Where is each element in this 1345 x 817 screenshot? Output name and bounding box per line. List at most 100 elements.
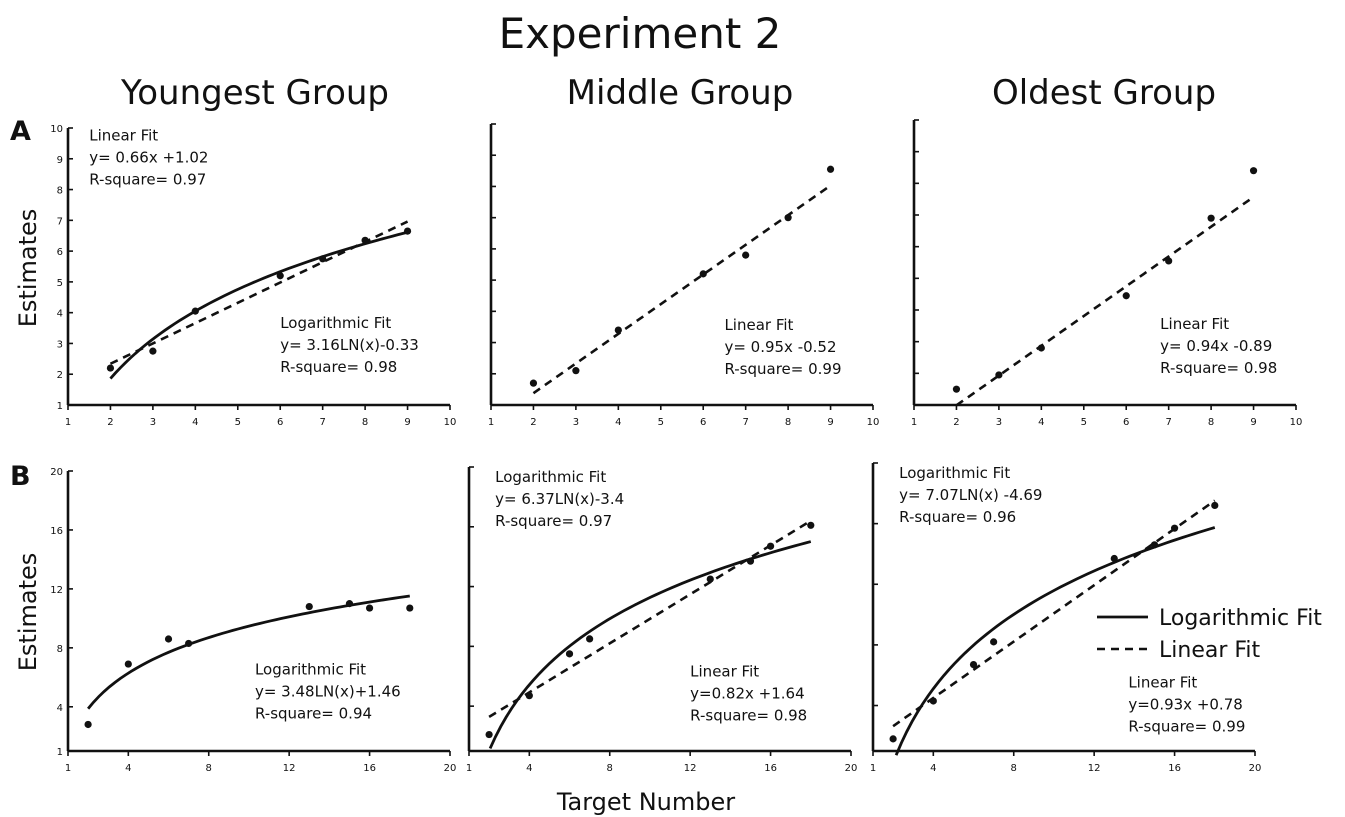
x-tick-label: 1 xyxy=(65,417,71,428)
fit-annotation-line: R-square= 0.98 xyxy=(280,358,397,376)
x-tick-label: 5 xyxy=(1081,417,1087,428)
legend-label-linear: Linear Fit xyxy=(1159,638,1261,663)
x-tick-label: 7 xyxy=(742,417,748,428)
data-point xyxy=(529,379,538,387)
fit-annotation-line: y= 0.94x -0.89 xyxy=(1160,337,1272,355)
y-tick-label: 10 xyxy=(50,124,63,135)
data-point xyxy=(807,521,815,529)
x-tick-label: 12 xyxy=(1088,763,1101,774)
x-tick-label: 1 xyxy=(488,417,494,428)
data-point xyxy=(406,604,414,612)
x-tick-label: 1 xyxy=(65,763,71,774)
x-tick-label: 6 xyxy=(1123,417,1129,428)
linear-fit-line xyxy=(955,195,1255,407)
fit-annotation-line: y= 7.07LN(x) -4.69 xyxy=(899,486,1042,504)
x-tick-label: 6 xyxy=(700,417,706,428)
x-tick-label: 16 xyxy=(363,763,376,774)
data-point xyxy=(485,730,493,739)
data-point xyxy=(1122,292,1130,300)
x-tick-label: 9 xyxy=(404,417,410,428)
fit-annotation-line: Logarithmic Fit xyxy=(280,314,391,332)
x-tick-label: 3 xyxy=(573,417,579,428)
y-tick-label: 16 xyxy=(50,526,63,537)
data-point xyxy=(784,214,792,222)
logarithmic-fit-curve xyxy=(87,594,410,710)
fit-annotation-line: y=0.93x +0.78 xyxy=(1128,695,1242,713)
data-point xyxy=(365,604,374,612)
column-title-youngest: Youngest Group xyxy=(120,73,389,113)
fit-annotation-line: y= 3.16LN(x)-0.33 xyxy=(280,336,419,354)
logarithmic-fit-curve xyxy=(894,526,1216,756)
y-tick-label: 4 xyxy=(57,703,63,714)
x-tick-label: 7 xyxy=(319,417,325,428)
panel-A-youngest: 1 2 3 4 5 6 7 8 9 10 1 2 3 4 5 6 7 8 9 10 Linear Fit y= 0.66x… xyxy=(50,124,456,428)
data-point xyxy=(276,272,284,280)
y-tick-label: 5 xyxy=(57,278,63,289)
data-point xyxy=(361,236,369,244)
data-point xyxy=(766,542,775,550)
data-point xyxy=(84,720,92,729)
data-point xyxy=(706,575,714,583)
x-tick-label: 7 xyxy=(1165,417,1171,428)
panel-B-oldest: 1 4 8 12 16 20 Logarithmic Fit y= 7.07LN(x) -4.… xyxy=(870,462,1261,774)
x-tick-label: 1 xyxy=(466,763,472,774)
x-tick-label: 8 xyxy=(1208,417,1214,428)
data-point xyxy=(995,371,1003,379)
data-point xyxy=(1037,344,1045,352)
x-tick-label: 4 xyxy=(615,417,621,428)
x-tick-label: 4 xyxy=(526,763,532,774)
data-point xyxy=(1249,167,1258,175)
x-tick-label: 8 xyxy=(1011,763,1017,774)
fit-annotation-line: Linear Fit xyxy=(1128,673,1197,691)
figure-title: Experiment 2 xyxy=(499,9,782,58)
fit-annotation-line: y= 6.37LN(x)-3.4 xyxy=(495,490,624,508)
y-tick-label: 2 xyxy=(57,370,63,381)
fit-annotation-line: R-square= 0.99 xyxy=(724,360,841,378)
x-tick-label: 10 xyxy=(444,417,457,428)
fit-annotation-line: y=0.82x +1.64 xyxy=(690,684,804,702)
x-tick-label: 20 xyxy=(444,763,457,774)
x-tick-label: 2 xyxy=(953,417,959,428)
y-tick-label: 8 xyxy=(57,644,63,655)
x-tick-label: 9 xyxy=(827,417,833,428)
y-axis-label-row-a: Estimates xyxy=(14,209,42,328)
y-tick-label: 6 xyxy=(57,247,63,258)
y-tick-label: 1 xyxy=(57,401,63,412)
x-tick-label: 12 xyxy=(684,763,697,774)
fit-annotation-line: R-square= 0.97 xyxy=(495,512,612,530)
y-tick-label: 1 xyxy=(57,747,63,758)
x-tick-label: 4 xyxy=(125,763,131,774)
fit-annotation-line: Linear Fit xyxy=(690,662,759,680)
data-point xyxy=(345,600,354,608)
fit-annotation-line: R-square= 0.96 xyxy=(899,508,1016,526)
linear-fit-line xyxy=(488,519,812,719)
y-tick-label: 12 xyxy=(50,585,63,596)
fit-annotation-line: R-square= 0.99 xyxy=(1128,717,1245,735)
fit-annotation-line: Logarithmic Fit xyxy=(255,660,366,678)
data-point xyxy=(572,367,580,375)
panel-B-middle: 1 4 8 12 16 20 Logarithmic Fit y= 6.37LN(x)-3.4… xyxy=(466,466,858,774)
x-tick-label: 9 xyxy=(1250,417,1256,428)
data-point xyxy=(106,364,115,372)
fit-annotation-line: R-square= 0.97 xyxy=(89,170,206,188)
linear-fit-line xyxy=(892,499,1216,728)
data-point xyxy=(124,660,132,668)
column-title-oldest: Oldest Group xyxy=(992,73,1216,113)
x-tick-label: 8 xyxy=(362,417,368,428)
data-point xyxy=(191,307,199,315)
data-point xyxy=(614,326,622,334)
x-tick-label: 8 xyxy=(607,763,613,774)
x-tick-label: 4 xyxy=(192,417,198,428)
x-tick-label: 3 xyxy=(996,417,1002,428)
fit-annotation-line: Logarithmic Fit xyxy=(495,468,606,486)
x-tick-label: 20 xyxy=(845,763,858,774)
panel-A-middle: 1 2 3 4 5 6 7 8 9 10 Linear Fit y= 0.95x -0.52 R-squ… xyxy=(488,123,879,428)
data-point xyxy=(746,557,755,565)
x-tick-label: 1 xyxy=(870,763,876,774)
fit-annotation-line: y= 0.66x +1.02 xyxy=(89,148,208,166)
fit-annotation-line: y= 0.95x -0.52 xyxy=(724,338,836,356)
x-tick-label: 16 xyxy=(1168,763,1181,774)
